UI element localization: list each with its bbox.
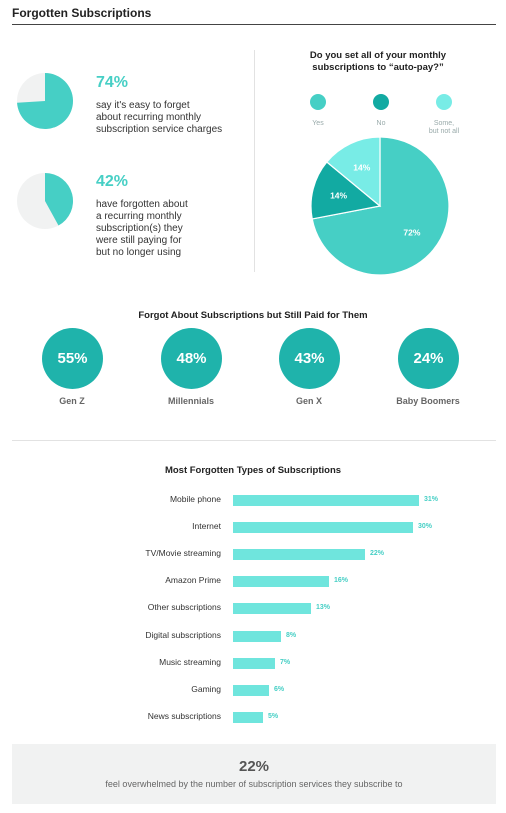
bar bbox=[233, 630, 281, 642]
legend-some-line: Some, bbox=[433, 120, 455, 127]
pie-slice-some bbox=[325, 136, 381, 208]
millennials-circle: 48% bbox=[161, 328, 222, 389]
bar-category-label: Amazon Prime bbox=[165, 575, 221, 586]
bar bbox=[233, 603, 311, 615]
bar-category-label: Other subscriptions bbox=[147, 602, 221, 613]
vertical-divider bbox=[254, 50, 255, 272]
title-rule bbox=[12, 24, 496, 25]
stat-2-line: were still paying for bbox=[96, 235, 182, 246]
bar bbox=[233, 495, 419, 506]
generations-title: Forgot About Subscriptions but Still Pai… bbox=[138, 310, 368, 321]
legend-yes-swatch bbox=[310, 94, 326, 110]
bars-title: Most Forgotten Types of Subscriptions bbox=[164, 465, 342, 476]
legend-no-label: No bbox=[376, 120, 386, 127]
stat-2-line: subscription(s) they bbox=[96, 223, 183, 234]
bar bbox=[233, 576, 329, 588]
page-title: Forgotten Subscriptions bbox=[12, 6, 152, 20]
stat-2-percent: 42% bbox=[96, 173, 129, 190]
bar-category-label: Music streaming bbox=[159, 656, 221, 667]
stat-1-pie bbox=[17, 73, 74, 129]
bar bbox=[233, 657, 275, 669]
footer-text: feel overwhelmed by the number of subscr… bbox=[105, 779, 403, 789]
autopay-question: Do you set all of your monthly subscript… bbox=[258, 50, 498, 74]
stat-2-line: a recurring monthly bbox=[96, 211, 182, 222]
autopay-pie-chart: 72% 14% 14% bbox=[310, 136, 450, 276]
bar-category-label: News subscriptions bbox=[147, 710, 221, 721]
pie-slice-no bbox=[310, 161, 382, 220]
bar-value-label: 13% bbox=[316, 604, 331, 612]
bar bbox=[233, 711, 263, 723]
stat-2-pie-slice bbox=[45, 173, 74, 226]
bar-category-label: Gaming bbox=[191, 683, 221, 694]
bar-value-label: 8% bbox=[286, 631, 297, 639]
bar bbox=[233, 684, 269, 696]
gen-x-label: Gen X bbox=[295, 396, 322, 406]
gen-z-label: Gen Z bbox=[59, 396, 85, 406]
baby-boomers-circle: 24% bbox=[398, 328, 459, 389]
footer-callout bbox=[12, 744, 496, 804]
bar-value-label: 6% bbox=[274, 685, 285, 693]
legend-yes-label: Yes bbox=[312, 120, 324, 127]
gen-z-circle: 55% bbox=[42, 328, 103, 389]
footer-percent: 22% bbox=[238, 758, 270, 775]
bar-value-label: 31% bbox=[424, 496, 439, 503]
stat-2-pie bbox=[17, 173, 74, 229]
stat-1-line: say it's easy to forget bbox=[96, 100, 190, 111]
gen-x-circle: 43% bbox=[279, 328, 340, 389]
section-divider bbox=[12, 440, 496, 441]
pie-label-no: 14% bbox=[330, 190, 347, 200]
autopay-question-line: subscriptions to “auto-pay?” bbox=[312, 62, 444, 73]
bar-category-label: TV/Movie streaming bbox=[145, 548, 221, 559]
bar-category-label: Mobile phone bbox=[169, 494, 221, 504]
bar bbox=[233, 522, 413, 534]
stat-2-line: have forgotten about bbox=[96, 199, 188, 210]
stat-1-description: say it's easy to forget about recurring … bbox=[96, 100, 222, 136]
bar-category-label: Digital subscriptions bbox=[145, 629, 221, 640]
bar-category-label: Internet bbox=[192, 521, 221, 532]
bar-value-label: 16% bbox=[334, 577, 349, 585]
stat-1-percent: 74% bbox=[96, 74, 129, 91]
baby-boomers-label: Baby Boomers bbox=[396, 396, 460, 406]
bar-value-label: 22% bbox=[370, 550, 385, 558]
stat-1-pie-slice bbox=[17, 73, 74, 129]
pie-label-yes: 72% bbox=[403, 227, 420, 237]
autopay-question-line: Do you set all of your monthly bbox=[309, 50, 447, 61]
bar-value-label: 7% bbox=[280, 658, 291, 666]
legend-some-swatch bbox=[436, 94, 452, 110]
bar bbox=[233, 549, 365, 561]
stat-1-line: subscription service charges bbox=[96, 124, 223, 135]
stat-2-line: but no longer using bbox=[96, 247, 182, 258]
bar-value-label: 5% bbox=[268, 712, 279, 720]
bar-value-label: 30% bbox=[418, 523, 433, 531]
stat-1-line: about recurring monthly bbox=[96, 112, 202, 123]
legend-some-line: but not all bbox=[428, 128, 460, 135]
millennials-label: Millennials bbox=[167, 396, 214, 406]
legend-some-label: Some, but not all bbox=[422, 120, 466, 136]
legend-no-swatch bbox=[373, 94, 389, 110]
pie-label-some: 14% bbox=[353, 162, 370, 172]
stat-2-description: have forgotten about a recurring monthly… bbox=[96, 199, 188, 259]
